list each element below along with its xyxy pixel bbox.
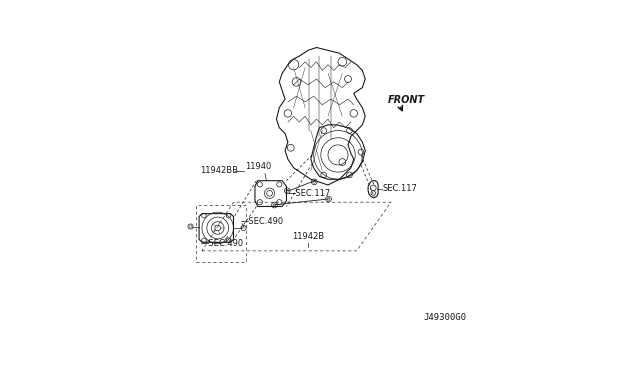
Text: SEC.117: SEC.117: [383, 184, 418, 193]
Text: FRONT: FRONT: [388, 96, 425, 106]
Text: 11940: 11940: [244, 162, 271, 171]
Text: 11942BB: 11942BB: [200, 166, 238, 174]
Text: —SEC.490: —SEC.490: [241, 217, 284, 226]
Text: J49300G0: J49300G0: [424, 314, 467, 323]
Text: —SEC.117: —SEC.117: [288, 189, 331, 198]
Text: 11942B: 11942B: [292, 232, 324, 241]
Text: —SEC.490: —SEC.490: [200, 239, 244, 248]
